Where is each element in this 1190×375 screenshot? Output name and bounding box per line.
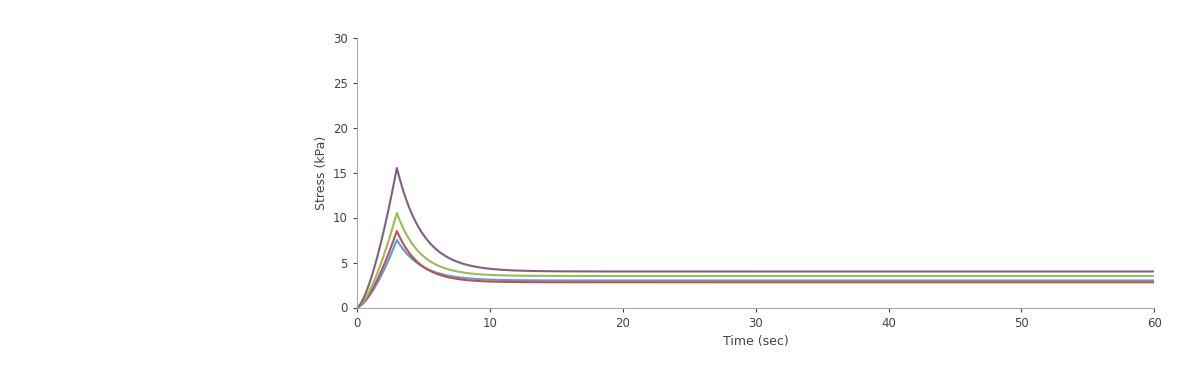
10% brown  rice xyxy=(350,305,364,310)
20% brown  rice xyxy=(1147,274,1161,278)
Control xyxy=(660,278,675,283)
Line: 30% brown  rice: 30% brown rice xyxy=(357,168,1154,308)
30% brown  rice xyxy=(464,264,478,268)
Line: Control: Control xyxy=(357,240,1154,308)
10% brown  rice xyxy=(660,280,675,285)
10% brown  rice xyxy=(359,296,374,300)
10% brown  rice xyxy=(1147,280,1161,285)
30% brown  rice xyxy=(1091,269,1106,274)
30% brown  rice xyxy=(359,288,374,292)
10% brown  rice xyxy=(464,278,478,283)
20% brown  rice xyxy=(660,274,675,278)
10% brown  rice xyxy=(365,286,380,291)
20% brown  rice xyxy=(390,211,405,215)
30% brown  rice xyxy=(933,269,947,274)
Y-axis label: Stress (kPa): Stress (kPa) xyxy=(314,135,327,210)
X-axis label: Time (sec): Time (sec) xyxy=(722,335,789,348)
30% brown  rice xyxy=(1147,269,1161,274)
30% brown  rice xyxy=(365,270,380,275)
20% brown  rice xyxy=(464,271,478,276)
30% brown  rice xyxy=(390,166,405,170)
Control xyxy=(350,305,364,310)
20% brown  rice xyxy=(1091,274,1106,278)
20% brown  rice xyxy=(365,282,380,286)
10% brown  rice xyxy=(1091,280,1106,285)
20% brown  rice xyxy=(350,305,364,310)
Control xyxy=(933,278,947,283)
Control xyxy=(359,297,374,301)
Control xyxy=(365,288,380,293)
20% brown  rice xyxy=(933,274,947,278)
10% brown  rice xyxy=(933,280,947,285)
20% brown  rice xyxy=(359,293,374,298)
Control xyxy=(390,238,405,242)
Control xyxy=(1091,278,1106,283)
30% brown  rice xyxy=(660,269,675,274)
10% brown  rice xyxy=(390,229,405,233)
Line: 10% brown  rice: 10% brown rice xyxy=(357,231,1154,308)
Line: 20% brown  rice: 20% brown rice xyxy=(357,213,1154,308)
30% brown  rice xyxy=(350,305,364,310)
Control xyxy=(1147,278,1161,283)
Control xyxy=(464,276,478,281)
